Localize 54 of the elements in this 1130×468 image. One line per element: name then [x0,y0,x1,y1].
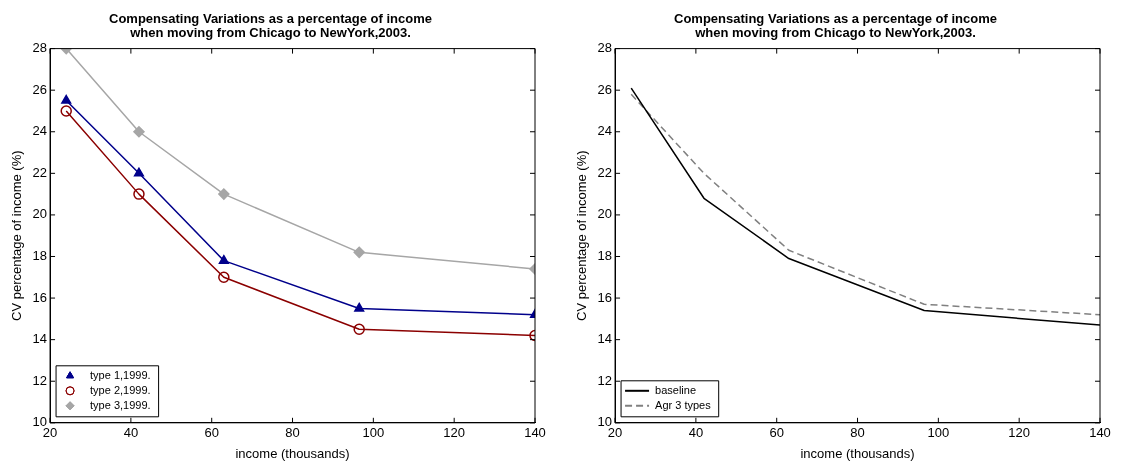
x-tick-label: 60 [204,425,219,441]
x-tick-label: 100 [927,425,950,441]
x-tick-label: 80 [285,425,300,441]
point [218,271,230,284]
x-tick-label: 140 [1089,425,1111,441]
x-axis-title: income (thousands) [235,445,350,461]
legend-label: Agr 3 types [655,398,712,411]
chart-title: Compensating Variations as a percentage of income when moving from Chicago to NewYork,2003. [109,10,432,41]
point [353,246,365,259]
x-tick-label: 40 [688,425,704,441]
y-axis-title: CV percentage of income (%) [574,150,590,321]
y-tick-label: 18 [597,248,613,264]
y-tick-label: 22 [597,164,613,180]
y-tick-label: 24 [32,123,48,139]
x-tick-label: 80 [850,425,865,441]
point [218,254,229,264]
legend-label: type 3,1999. [90,398,151,411]
point [133,188,145,200]
y-tick-label: 20 [597,206,613,222]
y-tick-label: 24 [597,123,613,139]
y-tick-label: 12 [597,372,613,388]
x-tick-label: 20 [607,425,623,441]
x-tick-label: 120 [443,425,466,441]
x-tick-label: 40 [123,425,139,441]
x-tick-label: 100 [362,425,385,441]
y-tick-label: 14 [597,331,613,347]
point [60,105,72,117]
x-tick-label: 60 [769,425,784,441]
y-tick-label: 28 [32,40,48,56]
y-tick-label: 14 [32,331,48,347]
y-tick-label: 22 [32,164,48,180]
x-tick-label: 120 [1008,425,1031,441]
x-axis-title: income (thousands) [800,445,915,461]
point [61,94,72,104]
y-tick-label: 16 [597,289,613,305]
y-axis-title: CV percentage of income (%) [9,150,25,321]
y-tick-label: 18 [32,248,48,264]
point [354,302,365,312]
y-tick-label: 20 [32,206,48,222]
chart-title: Compensating Variations as a percentage of income when moving from Chicago to NewYork,2003. [674,10,997,41]
legend-label: baseline [655,383,697,396]
x-tick-label: 20 [42,425,58,441]
point [353,323,365,335]
legend-label: type 1,1999. [90,368,151,381]
legend-label: type 2,1999. [90,383,151,396]
point [218,188,230,200]
y-tick-label: 12 [32,372,48,388]
y-tick-label: 28 [597,40,613,56]
point [133,167,145,177]
point [133,126,145,138]
y-tick-label: 26 [32,81,48,97]
y-tick-label: 26 [597,81,613,97]
y-tick-label: 16 [32,289,48,305]
x-tick-label: 140 [524,425,546,441]
